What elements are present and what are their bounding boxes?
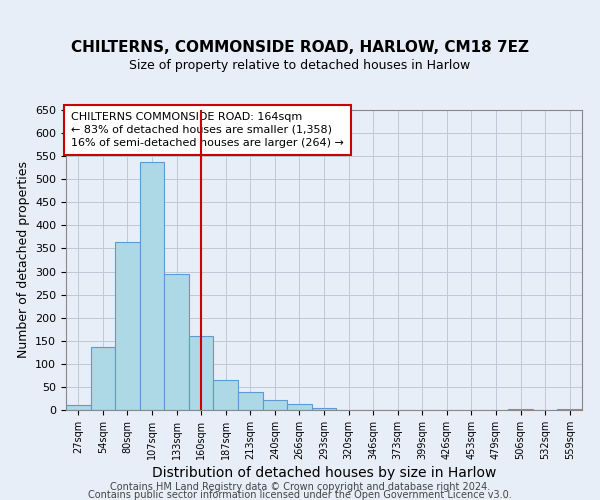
Text: CHILTERNS COMMONSIDE ROAD: 164sqm
← 83% of detached houses are smaller (1,358)
1: CHILTERNS COMMONSIDE ROAD: 164sqm ← 83% … (71, 112, 344, 148)
X-axis label: Distribution of detached houses by size in Harlow: Distribution of detached houses by size … (152, 466, 496, 480)
Bar (214, 380, 238, 410)
Bar (287, 404, 312, 410)
Bar (115, 242, 140, 410)
Bar (66, 406, 91, 410)
Bar (263, 400, 287, 410)
Text: Contains public sector information licensed under the Open Government Licence v3: Contains public sector information licen… (88, 490, 512, 500)
Text: Size of property relative to detached houses in Harlow: Size of property relative to detached ho… (130, 60, 470, 72)
Bar (189, 336, 214, 410)
Bar (140, 162, 164, 410)
Bar (164, 274, 189, 410)
Bar (508, 409, 533, 410)
Y-axis label: Number of detached properties: Number of detached properties (17, 162, 29, 358)
Bar (557, 409, 582, 410)
Bar (238, 392, 263, 410)
Text: CHILTERNS, COMMONSIDE ROAD, HARLOW, CM18 7EZ: CHILTERNS, COMMONSIDE ROAD, HARLOW, CM18… (71, 40, 529, 55)
Bar (312, 408, 336, 410)
Bar (91, 347, 115, 410)
Text: Contains HM Land Registry data © Crown copyright and database right 2024.: Contains HM Land Registry data © Crown c… (110, 482, 490, 492)
